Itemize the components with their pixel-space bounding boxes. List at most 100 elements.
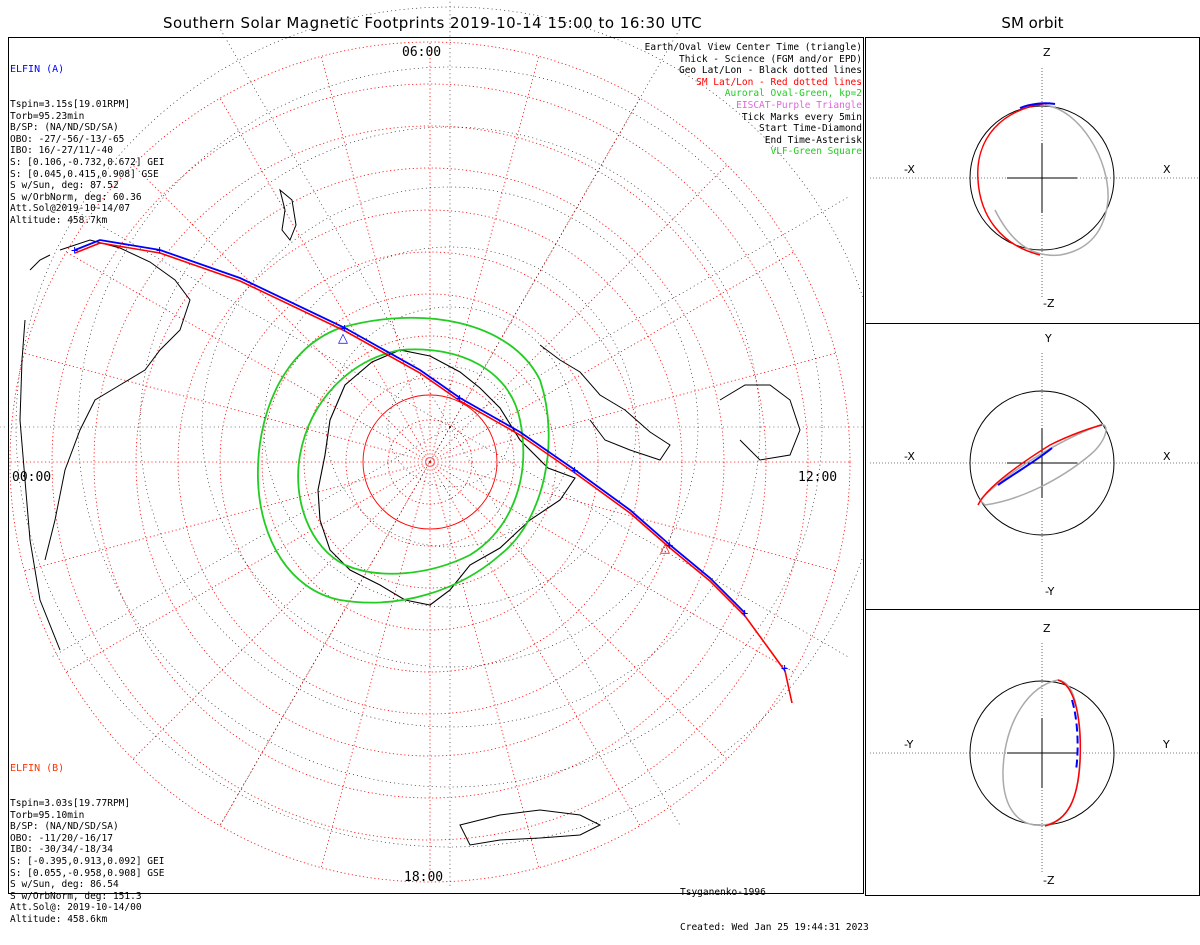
legend-entry: VLF-Green Square [770,146,862,158]
auroral-oval-inner [297,348,525,575]
elfin-a-info-line: S w/OrbNorm, deg: 60.36 [10,191,142,203]
elfin-b-info-line: IBO: -30/34/-18/34 [10,844,113,856]
geo-lat-circle [139,126,761,728]
elfin-a-info-line: Altitude: 458.7km [10,214,108,226]
panel1-orbit-gray [994,104,1109,257]
sm-meridian [320,461,431,868]
elfin-a-view-triangle: △ [338,331,348,346]
auroral-oval-outer [257,316,550,604]
legend-entry: Thick - Science (FGM and/or EPD) [678,53,862,65]
sm-meridian [429,461,794,673]
elfin-a-tick: + [571,463,578,477]
sm-meridian [320,56,431,463]
panel2-orbit-blue [997,447,1053,486]
legend-entry: Earth/Oval View Center Time (triangle) [644,42,862,53]
sm-lat-circle [93,125,767,799]
legend-entry: Tick Marks every 5min [741,111,862,123]
panel1-bottom-label: -Z [1043,297,1055,310]
panel2-orbit-red [977,424,1103,506]
south-america-outline [539,344,671,461]
elfin-a-info: ELFIN (A) Tspin=3.15s[19.01RPM] Torb=95.2… [10,41,164,238]
elfin-b-info-line: Att.Sol@: 2019-10-14/00 [10,902,142,914]
geo-meridian [218,426,451,828]
legend-entry: End Time-Asterisk [764,134,862,146]
elfin-b-info-line: OBO: -11/20/-16/17 [10,832,113,844]
geo-lat-circle [325,306,575,548]
sm-meridian [66,251,431,463]
sm-pole-circle [362,394,498,530]
australia-outline [44,239,191,561]
panel3-right-label: Y [1163,738,1170,751]
mlt-label-00: 00:00 [12,470,52,485]
geo-meridian [449,426,851,659]
elfin-a-tick: + [71,243,78,257]
new-zealand-outline [279,188,297,241]
sm-meridian [429,98,641,463]
elfin-b-info-line: S: [-0.395,0.913,0.092] GEI [10,855,165,867]
elfin-b-info-line: Altitude: 458.6km [10,913,108,925]
elfin-b-name: ELFIN (B) [10,763,65,775]
elfin-a-info-line: Torb=95.23min [10,110,85,122]
geo-meridian [49,195,451,428]
sm-meridian [429,164,728,463]
footprint-map: + +++++++△△ [0,0,864,889]
antarctica-outline [317,349,576,606]
orbit-panel-2 [870,353,1198,583]
panel2-bottom-label: -Y [1045,585,1055,598]
orbit-panel-xz [865,37,1200,324]
legend: Earth/Oval View Center Time (triangle) Th… [645,42,862,158]
elfin-a-info-line: B/SP: (NA/ND/SD/SA) [10,122,119,134]
legend-entry: SM Lat/Lon - Red dotted lines [696,76,862,88]
legend-entry: Geo Lat/Lon - Black dotted lines [678,65,862,77]
legend-entry: Start Time-Diamond [759,123,862,135]
orbit-title: SM orbit [1001,14,1064,32]
elfin-a-tick: + [341,321,348,335]
panel1-orbit-red [977,102,1051,256]
africa-tip-outline [459,809,602,846]
geo-meridian [218,26,451,428]
southern-island-outline [719,384,801,461]
elfin-b-info-line: B/SP: (NA/ND/SD/SA) [10,821,119,833]
panel3-top-label: Z [1043,622,1051,635]
elfin-a-info-line: Tspin=3.15s[19.01RPM] [10,98,131,110]
elfin-b-info-line: S: [0.055,-0.958,0.908] GSE [10,867,165,879]
elfin-a-tick: + [741,606,748,620]
sm-meridian [429,461,728,760]
panel1-left-label: -X [904,163,915,176]
geo-lat-circle [77,66,823,788]
mlt-label-06: 06:00 [402,45,442,60]
model-credit: Tsyganenko-1996 [680,887,766,899]
panel1-right-label: X [1163,163,1171,176]
elfin-a-info-line: S w/Sun, deg: 87.52 [10,180,119,192]
auroral-oval [257,316,550,604]
mlt-label-18: 18:00 [404,870,444,885]
legend-entry: Auroral Oval-Green, kp=2 [724,88,862,100]
sm-meridian [219,461,431,826]
orbit-panel-xy [865,323,1200,610]
sm-meridian [132,164,431,463]
panel3-orbit-red [1044,679,1082,827]
sm-meridian [24,352,431,463]
continent-outlines [19,188,801,846]
sm-meridian [429,56,540,463]
elfin-a-tick: + [156,243,163,257]
elfin-a-info-line: S: [0.045,0.415,0.908] GSE [10,168,159,180]
elfin-a-name: ELFIN (A) [10,64,65,76]
plot-title: Southern Solar Magnetic Footprints 2019-… [162,14,703,32]
elfin-a-tick: + [456,391,463,405]
elfin-a-track [74,239,746,614]
elfin-a-info-line: IBO: 16/-27/11/-40 [10,145,113,157]
sm-lat-circle [135,167,725,757]
geo-meridian [449,195,851,428]
geo-meridian [49,426,451,659]
elfin-b-track [74,242,793,704]
sm-meridian [429,251,794,463]
footprint-map-frame [8,37,864,894]
sm-meridian [66,461,431,673]
geo-meridian [449,426,682,828]
legend-entry: EISCAT-Purple Triangle [736,99,862,111]
sm-meridian [132,461,431,760]
elfin-a-info-line: Att.Sol@2019-10-14/07 [10,203,131,215]
elfin-a-tick: + [781,661,788,675]
panel3-left-label: -Y [904,738,914,751]
